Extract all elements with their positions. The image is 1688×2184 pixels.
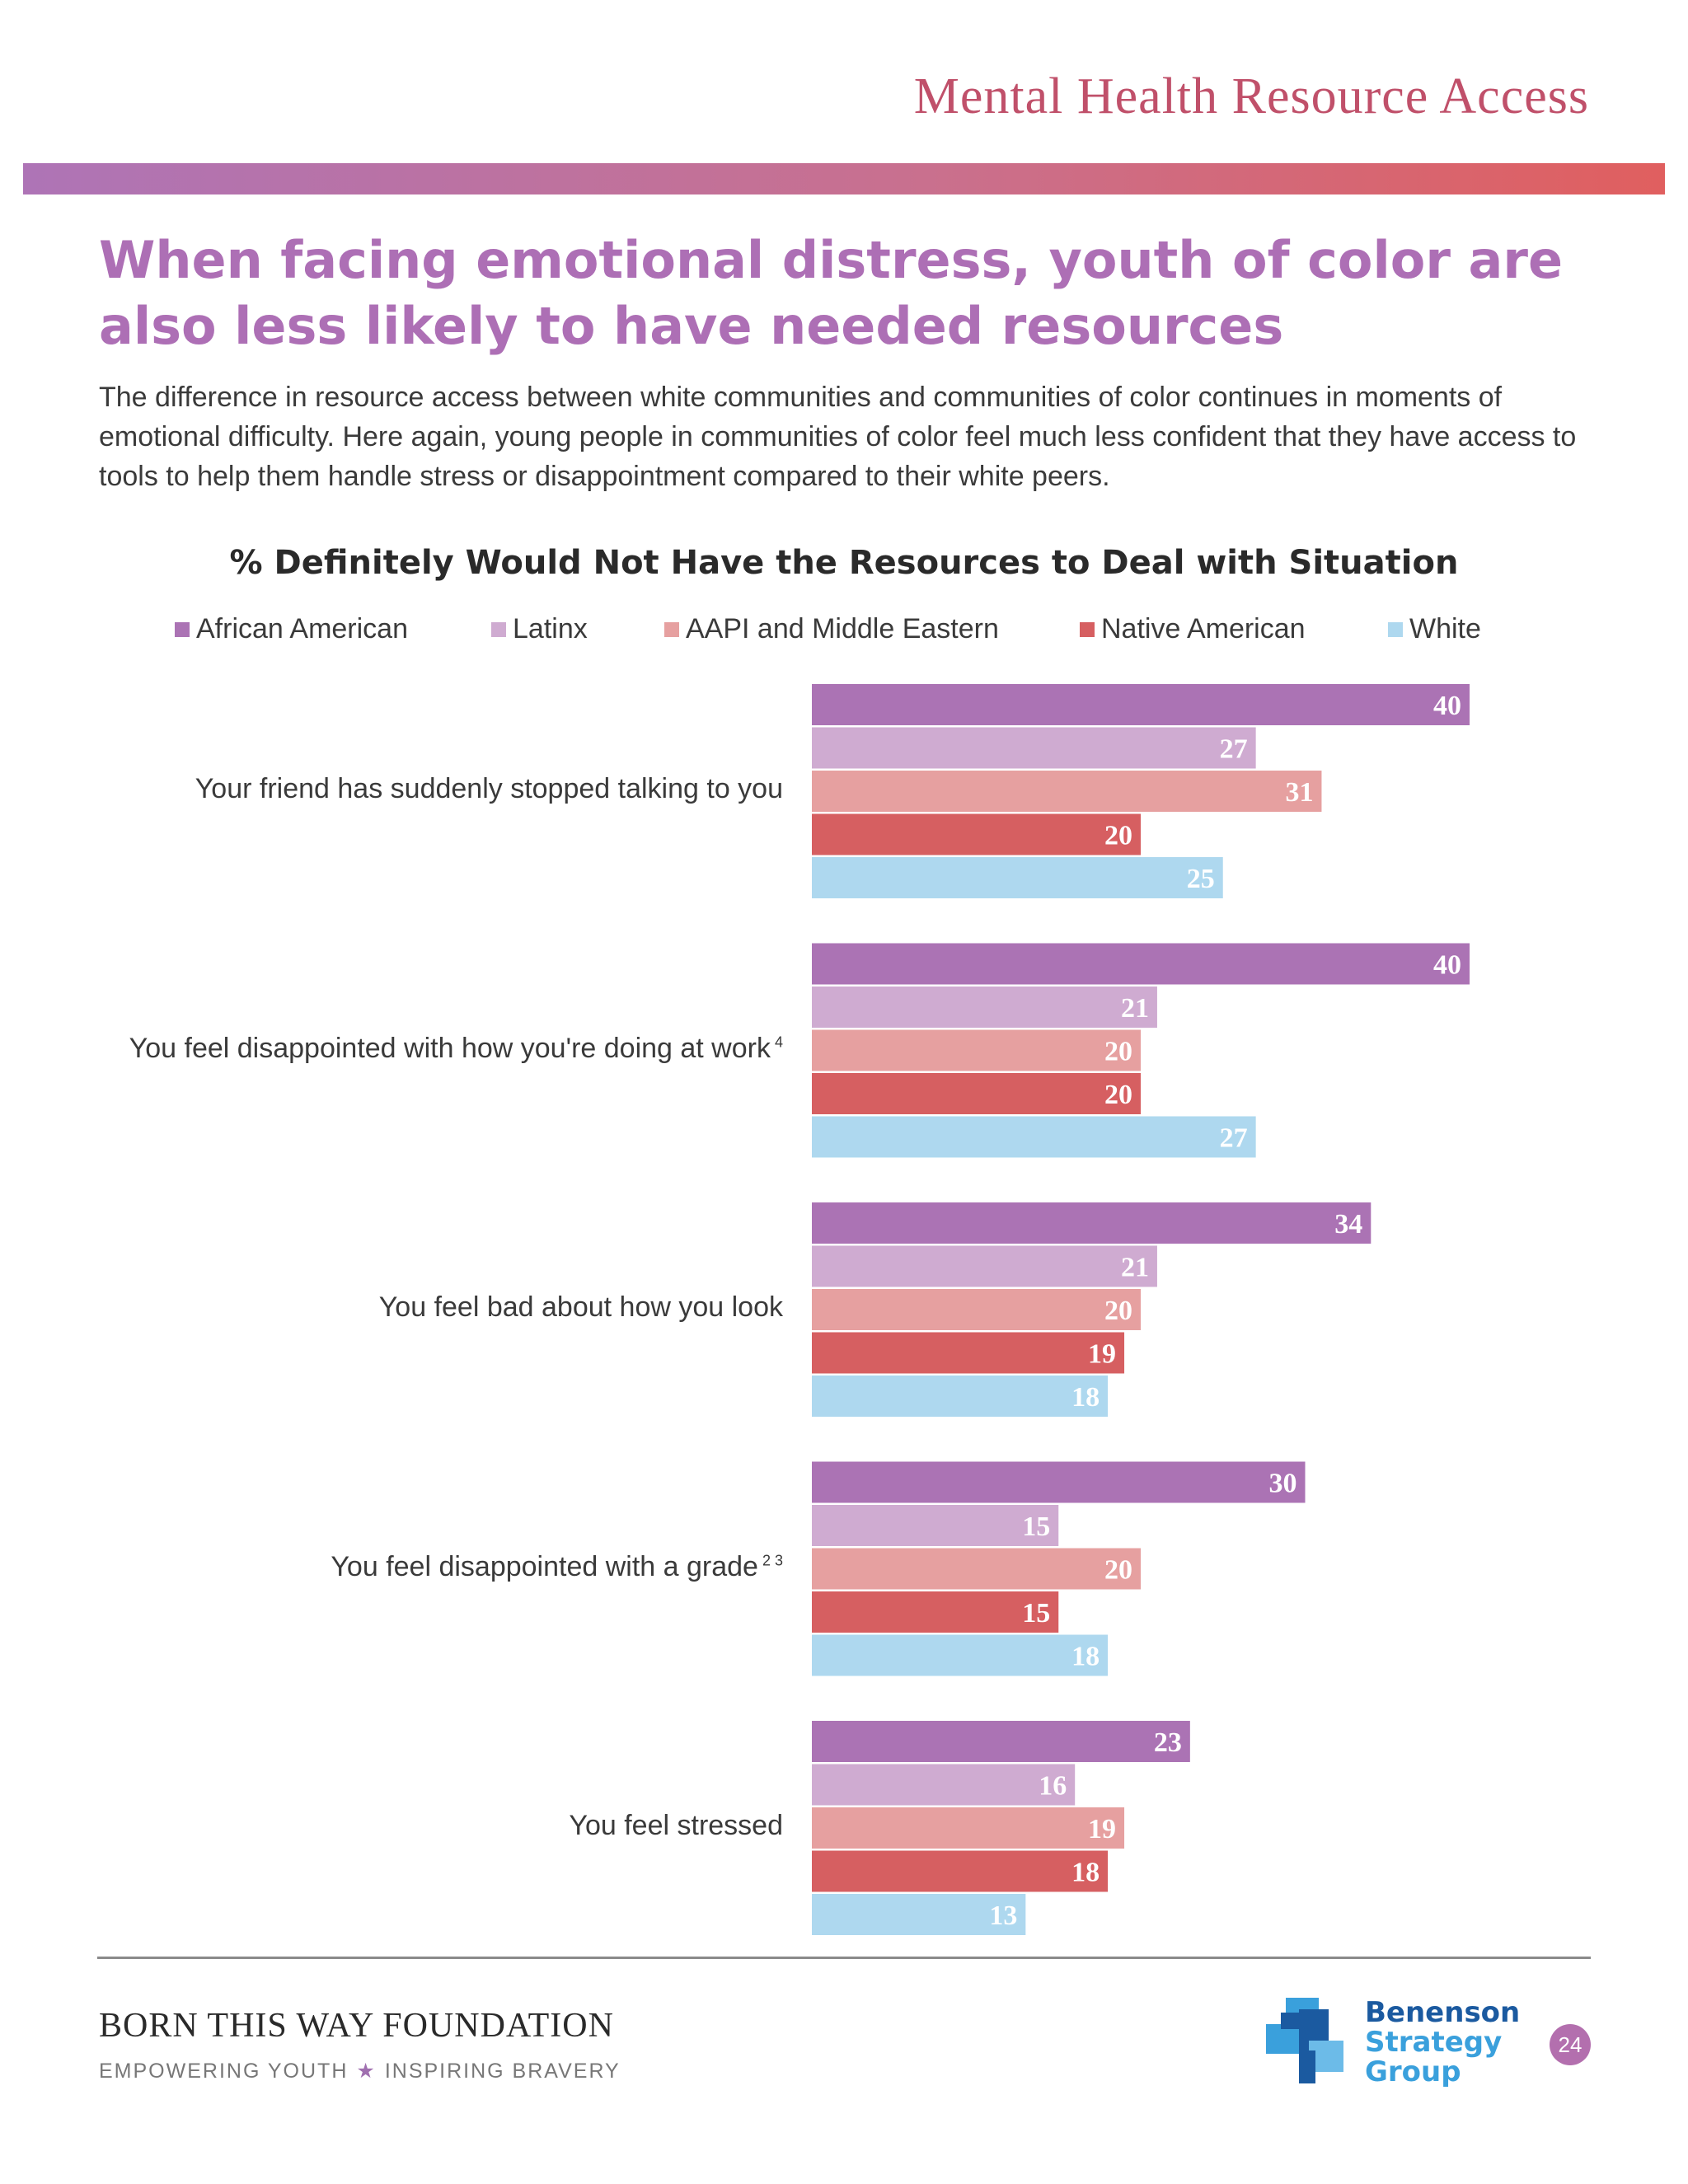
bar-value-label: 18 [1071, 1642, 1100, 1672]
footnote-marker: 2 3 [757, 1552, 783, 1569]
bar-value-label: 20 [1104, 821, 1132, 851]
bar-value-label: 21 [1121, 1253, 1149, 1283]
org-name: BORN THIS WAY FOUNDATION [99, 2007, 614, 2045]
bar [812, 1634, 1109, 1676]
legend-swatch [1080, 621, 1095, 637]
bar [812, 1029, 1141, 1071]
category-label: You feel disappointed with how you're do… [129, 1033, 783, 1065]
bar [812, 1332, 1125, 1374]
bar [812, 1894, 1026, 1935]
category-label-text: You feel disappointed with how you're do… [129, 1032, 771, 1064]
chart-title: % Definitely Would Not Have the Resource… [229, 544, 1459, 582]
page-number-badge: 24 [1550, 2024, 1591, 2065]
category-label-text: Your friend has suddenly stopped talking… [195, 773, 783, 804]
bar-value-label: 15 [1022, 1511, 1050, 1542]
bar-value-label: 19 [1088, 1339, 1116, 1370]
legend-label: African American [196, 613, 408, 644]
chart-legend: African American Latinx AAPI and Middle Ea… [0, 613, 1688, 651]
bar [812, 1202, 1372, 1244]
bar [812, 1850, 1109, 1892]
legend-item: Native American [1080, 613, 1306, 645]
bar [812, 771, 1322, 812]
bar-value-label: 20 [1104, 1555, 1132, 1586]
bar [812, 943, 1470, 985]
bar-value-label: 19 [1088, 1814, 1116, 1844]
section-title: Mental Health Resource Access [913, 68, 1589, 124]
bar [812, 1505, 1059, 1546]
bar-value-label: 34 [1334, 1209, 1362, 1240]
bar-value-label: 31 [1285, 777, 1313, 808]
bar [812, 1591, 1059, 1633]
bar [812, 1461, 1306, 1503]
partner-logo-icon [1266, 1998, 1343, 2083]
bar [812, 813, 1141, 855]
legend-swatch [175, 621, 190, 637]
bar [812, 1376, 1109, 1417]
bar-value-label: 18 [1071, 1382, 1100, 1413]
category-label: You feel bad about how you look [379, 1291, 783, 1324]
category-label: Your friend has suddenly stopped talking… [195, 773, 783, 805]
bar [812, 727, 1256, 769]
bar-value-label: 13 [989, 1900, 1017, 1931]
bar-value-label: 15 [1022, 1598, 1050, 1629]
intro-paragraph: The difference in resource access betwee… [99, 382, 1577, 492]
bar-value-label: 30 [1269, 1469, 1297, 1499]
legend-swatch [491, 621, 506, 637]
legend-label: Native American [1101, 613, 1306, 644]
bar [812, 987, 1157, 1028]
category-label-text: You feel disappointed with a grade [331, 1550, 758, 1582]
bar-value-label: 40 [1433, 691, 1461, 721]
legend-label: White [1409, 613, 1481, 644]
bar-value-label: 27 [1220, 734, 1248, 765]
partner-name-line-2: Strategy [1365, 2026, 1503, 2059]
headline: When facing emotional distress, youth of… [99, 227, 1582, 359]
bar-value-label: 20 [1104, 1037, 1132, 1067]
partner-name-line-1: Benenson [1365, 1996, 1521, 2029]
legend-item: Latinx [491, 613, 588, 645]
tagline-right: INSPIRING BRAVERY [384, 2060, 621, 2083]
bar [812, 1807, 1125, 1849]
legend-item: White [1388, 613, 1481, 645]
bar-value-label: 40 [1433, 950, 1461, 981]
header-gradient-bar [23, 163, 1665, 194]
bar [812, 857, 1223, 898]
bar-value-label: 20 [1104, 1080, 1132, 1110]
bar [812, 1245, 1157, 1287]
bar [812, 1548, 1141, 1590]
legend-label: Latinx [513, 613, 588, 644]
bar [812, 684, 1470, 725]
bar [812, 1764, 1076, 1806]
partner-name: Benenson Strategy Group [1365, 1998, 1520, 2087]
bar-value-label: 21 [1121, 993, 1149, 1024]
bar [812, 1073, 1141, 1114]
footnote-marker: 4 [770, 1033, 783, 1051]
bar [812, 1116, 1256, 1158]
bar-value-label: 20 [1104, 1296, 1132, 1326]
bar-value-label: 18 [1071, 1858, 1100, 1888]
headline-line-1: When facing emotional distress, youth of… [99, 230, 1563, 290]
legend-label: AAPI and Middle Eastern [686, 613, 999, 644]
category-label-text: You feel stressed [569, 1810, 783, 1841]
headline-line-2: also less likely to have needed resource… [99, 296, 1284, 356]
legend-item: African American [175, 613, 408, 645]
footer-divider [97, 1957, 1591, 1959]
legend-swatch [664, 621, 679, 637]
category-label-text: You feel bad about how you look [378, 1291, 783, 1323]
category-label: You feel stressed [569, 1810, 783, 1842]
bar [812, 1721, 1190, 1762]
category-label: You feel disappointed with a grade 2 3 [331, 1551, 783, 1583]
bar-value-label: 27 [1220, 1123, 1248, 1154]
bar-value-label: 25 [1187, 864, 1215, 894]
bar-value-label: 23 [1154, 1727, 1182, 1758]
partner-name-line-3: Group [1365, 2055, 1461, 2088]
tagline-left: EMPOWERING YOUTH [99, 2060, 349, 2083]
legend-swatch [1388, 621, 1403, 637]
org-tagline: EMPOWERING YOUTH ★ INSPIRING BRAVERY [99, 2059, 621, 2083]
bar-value-label: 16 [1039, 1771, 1067, 1802]
star-icon: ★ [356, 2060, 377, 2083]
bar [812, 1289, 1141, 1330]
legend-item: AAPI and Middle Eastern [664, 613, 999, 645]
